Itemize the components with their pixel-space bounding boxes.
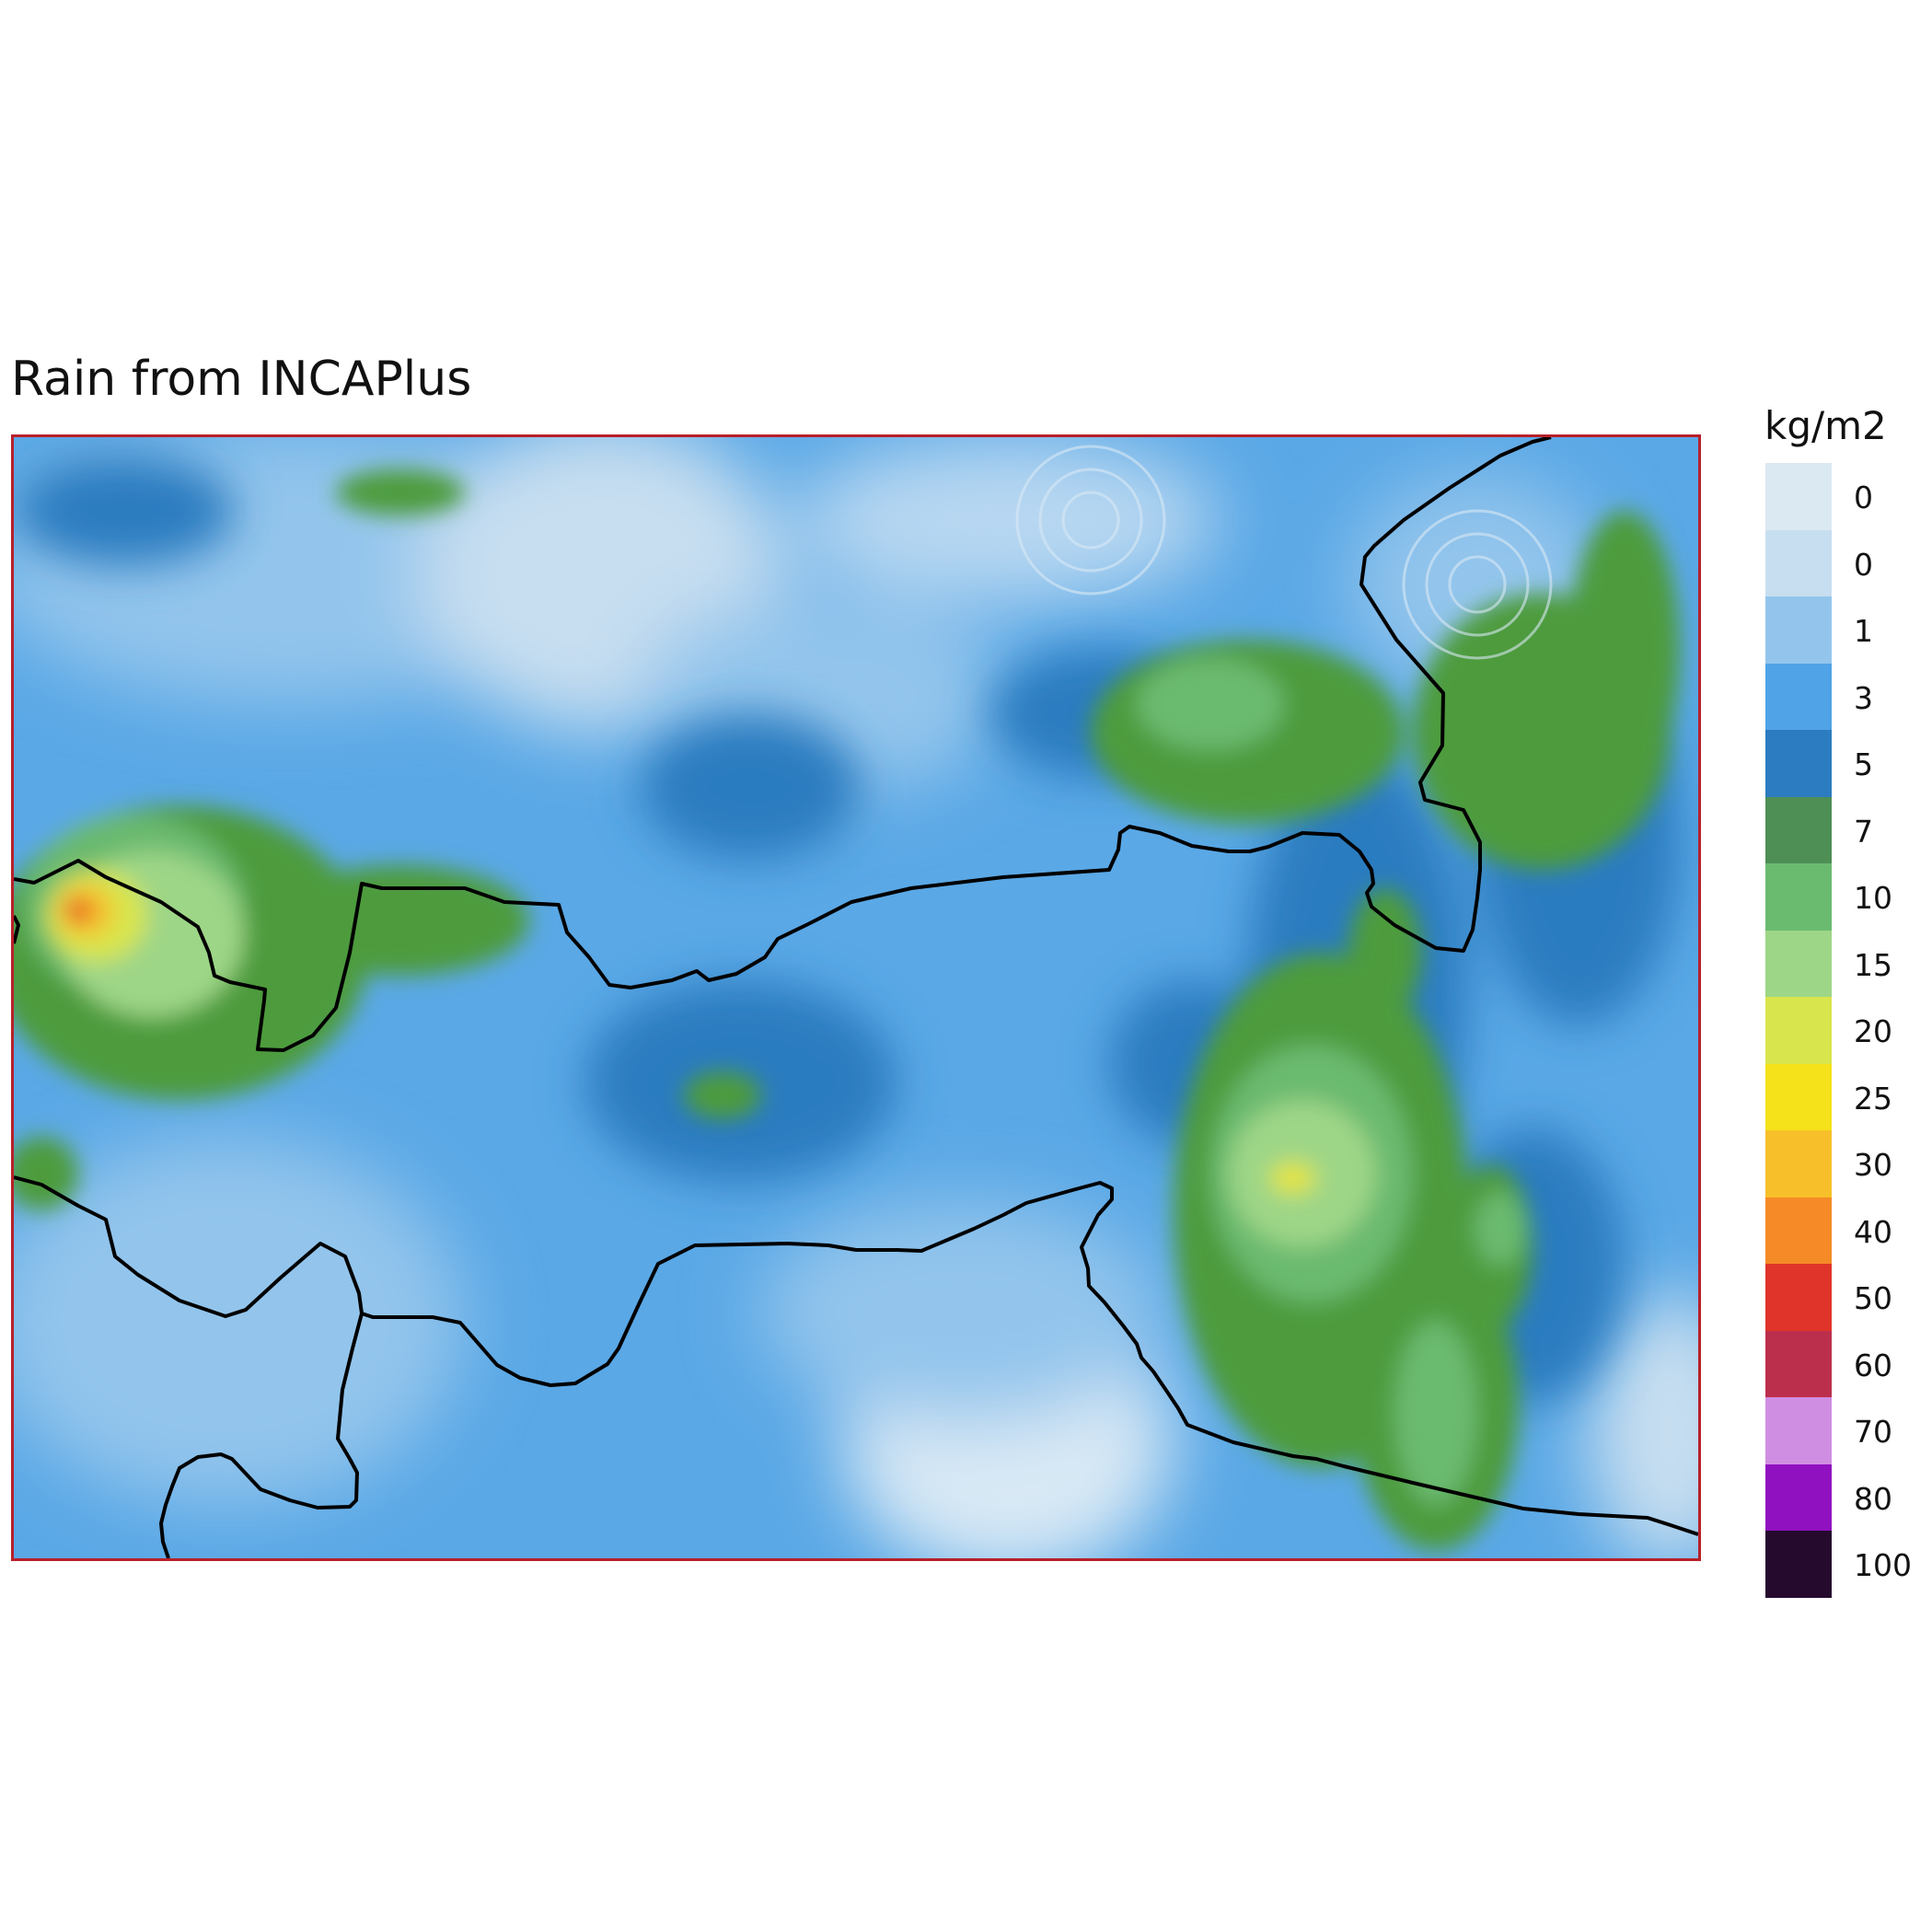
legend-tick-label: 1	[1854, 613, 1873, 649]
map-title: Rain from INCAPlus	[11, 352, 472, 407]
legend-tick-label: 40	[1854, 1213, 1892, 1250]
legend-tick-label: 25	[1854, 1080, 1892, 1116]
legend-swatch	[1765, 930, 1832, 997]
legend-tick-label: 70	[1854, 1414, 1892, 1450]
boundary-south	[14, 1175, 1698, 1536]
legend-tick-label: 7	[1854, 813, 1873, 850]
legend-tick-label: 80	[1854, 1480, 1892, 1517]
legend-swatch	[1765, 1330, 1832, 1397]
legend-tick-label: 15	[1854, 946, 1892, 983]
precipitation-map[interactable]	[11, 434, 1701, 1561]
legend-swatch	[1765, 997, 1832, 1064]
legend-tick-label: 30	[1854, 1147, 1892, 1183]
country-boundaries	[14, 437, 1698, 1558]
legend-swatch	[1765, 863, 1832, 931]
legend-swatch	[1765, 1197, 1832, 1264]
legend-tick-label: 60	[1854, 1347, 1892, 1383]
legend-swatch	[1765, 529, 1832, 596]
legend-swatch	[1765, 1463, 1832, 1531]
legend-swatch	[1765, 596, 1832, 664]
legend-swatch	[1765, 796, 1832, 863]
legend-swatch	[1765, 1531, 1832, 1598]
radar-ring-artifacts	[1015, 445, 1553, 660]
legend-tick-label: 50	[1854, 1280, 1892, 1316]
legend-tick-label: 0	[1854, 546, 1873, 583]
legend-swatch	[1765, 1130, 1832, 1197]
legend-unit-label: kg/m2	[1764, 403, 1887, 448]
boundary-north	[14, 437, 1552, 1052]
map-canvas	[14, 437, 1698, 1558]
boundary-southwest	[159, 1313, 364, 1558]
legend-tick-label: 100	[1854, 1547, 1912, 1583]
legend-swatch	[1765, 463, 1832, 530]
boundary-west-edge	[14, 915, 20, 944]
legend-tick-label: 10	[1854, 880, 1892, 916]
light-rain-areas	[14, 437, 1698, 1558]
legend-tick-label: 0	[1854, 480, 1873, 515]
legend-swatch	[1765, 1063, 1832, 1130]
legend-swatch	[1765, 663, 1832, 730]
legend-tick-label: 3	[1854, 679, 1873, 716]
legend-swatch	[1765, 1397, 1832, 1464]
legend-tick-label: 20	[1854, 1013, 1892, 1049]
legend-swatch	[1765, 1264, 1832, 1331]
legend-swatch	[1765, 730, 1832, 797]
legend-tick-label: 5	[1854, 746, 1873, 782]
